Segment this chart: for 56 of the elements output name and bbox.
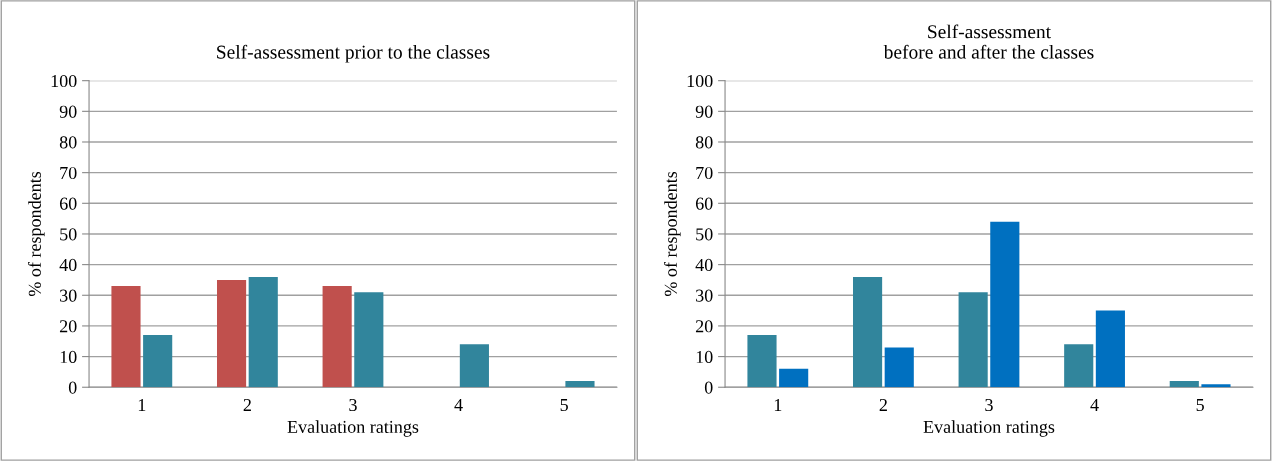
y-tick-label: 30: [60, 289, 77, 302]
y-tick-label: 0: [704, 381, 713, 394]
chart-title: Self-assessment prior to the classes: [217, 44, 490, 63]
y-tick-label: 50: [60, 228, 77, 241]
bar: [1169, 381, 1199, 388]
y-axis-title: % of respondents: [664, 171, 681, 297]
x-tick-label: 4: [1090, 398, 1099, 411]
x-tick-label: 3: [349, 398, 357, 412]
bar: [459, 344, 489, 388]
bar: [322, 286, 352, 388]
x-tick-label: 3: [985, 398, 993, 412]
bar: [354, 292, 384, 388]
bar: [853, 276, 883, 388]
y-tick-label: 70: [60, 166, 77, 180]
y-tick-label: 80: [695, 136, 713, 149]
bar: [779, 368, 809, 388]
y-tick-label: 20: [695, 320, 713, 333]
y-tick-label: 40: [59, 258, 77, 272]
x-axis-title: Evaluation ratings: [923, 420, 1055, 437]
y-axis-title: % of respondents: [28, 171, 45, 297]
x-tick-label: 2: [243, 398, 251, 411]
bar: [565, 381, 595, 388]
y-tick-label: 20: [59, 320, 77, 333]
bar: [958, 292, 988, 388]
bar: [217, 279, 247, 388]
y-tick-label: 100: [687, 74, 713, 88]
bar: [1201, 384, 1231, 388]
bar: [248, 276, 278, 388]
bar: [1064, 344, 1094, 388]
y-tick-label: 70: [696, 166, 713, 180]
y-tick-label: 90: [59, 105, 77, 118]
y-tick-label: 40: [695, 258, 713, 272]
x-tick-label: 5: [560, 399, 568, 412]
y-tick-label: 60: [59, 197, 77, 210]
y-tick-label: 0: [68, 381, 77, 394]
bar: [747, 335, 777, 388]
x-tick-label: 5: [1196, 399, 1204, 412]
bar: [1095, 310, 1125, 388]
x-tick-label: 1: [138, 398, 146, 411]
y-tick-label: 80: [59, 136, 77, 149]
bar: [884, 347, 914, 388]
x-tick-label: 4: [454, 398, 463, 411]
x-axis-title: Evaluation ratings: [287, 420, 419, 437]
y-tick-label: 60: [695, 197, 713, 210]
y-tick-label: 10: [60, 350, 77, 364]
y-tick-label: 30: [696, 289, 713, 302]
bar: [990, 221, 1020, 388]
y-tick-label: 50: [696, 228, 713, 241]
chart-title: Self-assessment before and after the classes: [883, 24, 1094, 59]
y-tick-label: 90: [695, 105, 713, 118]
y-tick-label: 10: [696, 350, 713, 364]
bar: [143, 335, 173, 388]
bar: [111, 286, 141, 388]
x-tick-label: 1: [774, 398, 782, 411]
x-tick-label: 2: [879, 398, 887, 411]
y-tick-label: 100: [51, 74, 77, 88]
